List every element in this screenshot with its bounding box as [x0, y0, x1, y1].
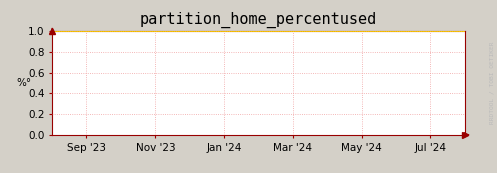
Y-axis label: %°: %° [16, 78, 31, 88]
Text: RRDTOOL / TOBI OETIKER: RRDTOOL / TOBI OETIKER [490, 42, 495, 124]
Title: partition_home_percentused: partition_home_percentused [140, 12, 377, 28]
